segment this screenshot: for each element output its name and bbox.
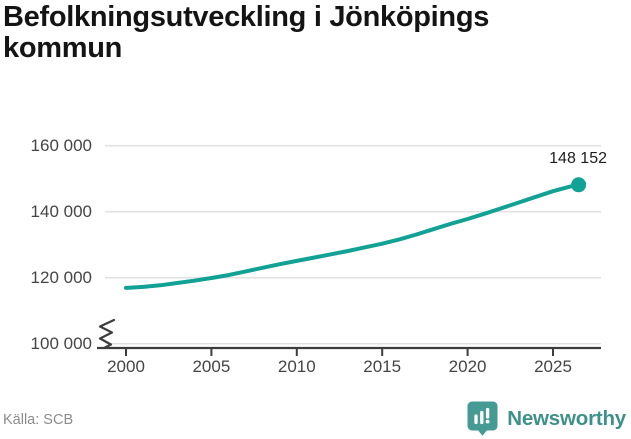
end-point-marker [571, 177, 587, 193]
x-tick-label: 2000 [107, 357, 145, 376]
x-tick-label: 2015 [363, 357, 402, 376]
source-note: Källa: SCB [3, 412, 74, 428]
y-tick-label: 100 000 [30, 333, 92, 353]
chart-title: Befolkningsutveckling i Jönköpings kommu… [3, 1, 490, 64]
brand-name: Newsworthy [507, 406, 626, 430]
x-tick-label: 2005 [192, 357, 231, 376]
newsworthy-logo-icon [467, 401, 498, 436]
x-tick-label: 2025 [534, 357, 572, 376]
y-tick-label: 140 000 [30, 201, 92, 221]
y-tick-label: 120 000 [30, 267, 92, 287]
x-axis [97, 346, 601, 356]
data-line [124, 182, 581, 290]
end-value-label: 148 152 [549, 150, 607, 167]
y-tick-label: 160 000 [30, 135, 92, 155]
newsworthy-logo[interactable]: Newsworthy [467, 401, 626, 436]
axis-break-icon [98, 318, 116, 350]
x-tick-label: 2010 [277, 357, 316, 376]
gridlines [105, 144, 601, 345]
x-tick-label: 2020 [448, 357, 487, 376]
